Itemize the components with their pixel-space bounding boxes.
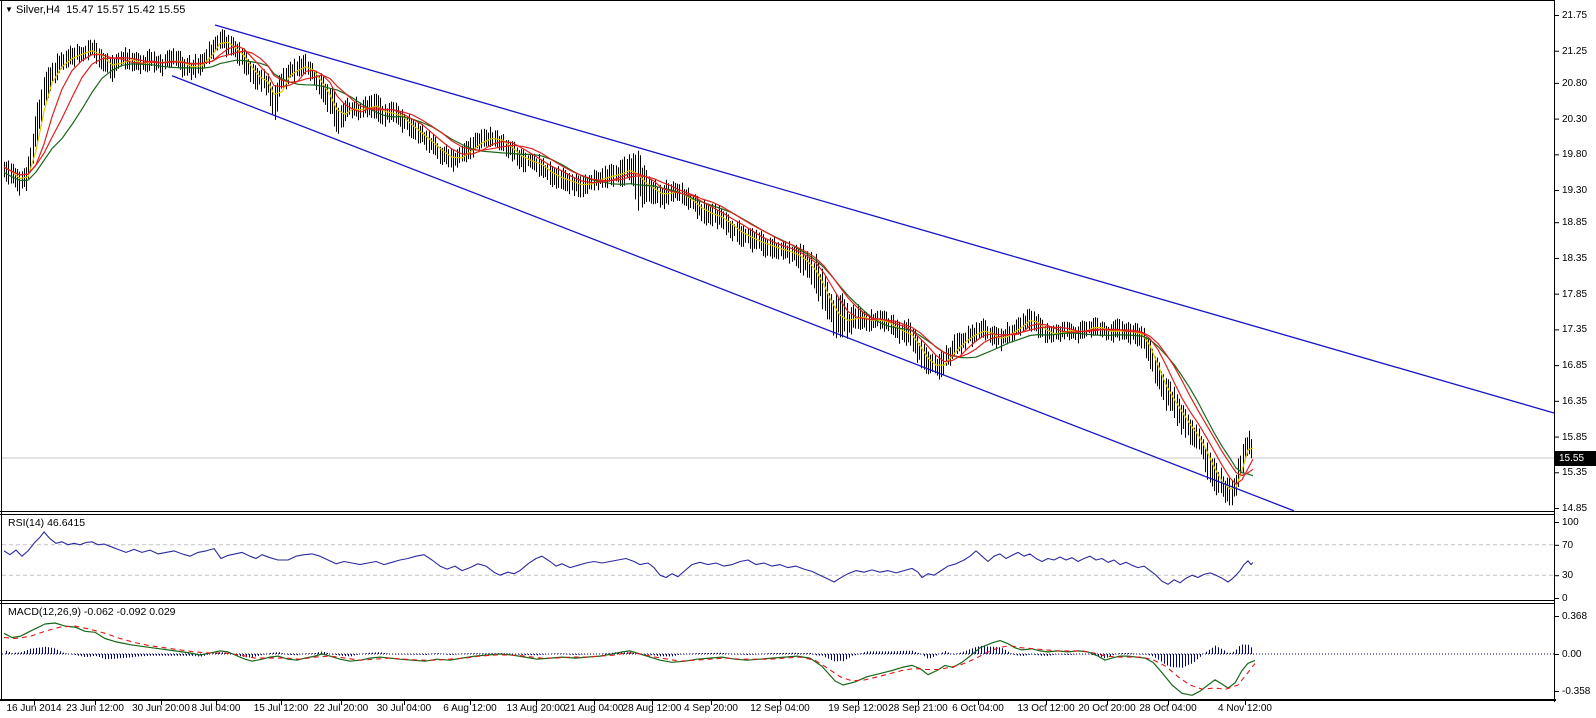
time-axis-label[interactable]: 4 Sep 20:00: [684, 703, 738, 714]
price-axis-label: 17.85: [1562, 288, 1588, 300]
macd-pane[interactable]: [2, 604, 1554, 699]
price-axis-label: 16.85: [1562, 360, 1588, 372]
price-axis-label: 20.80: [1562, 77, 1588, 89]
time-axis-label[interactable]: 20 Oct 20:00: [1078, 703, 1136, 714]
time-axis-label[interactable]: 16 Jun 2014: [6, 703, 62, 714]
macd-histogram: [6, 644, 1252, 668]
rsi-axis-label: 30: [1562, 570, 1574, 582]
price-axis-label: 18.35: [1562, 252, 1588, 264]
rsi-axis-label: 70: [1562, 539, 1574, 551]
price-axis-label: 14.85: [1562, 503, 1588, 514]
price-axis-label: 17.35: [1562, 324, 1588, 336]
time-axis-label[interactable]: 30 Jul 04:00: [376, 703, 432, 714]
time-axis-label[interactable]: 6 Oct 04:00: [952, 703, 1004, 714]
rsi-axis-label: 0: [1562, 593, 1568, 604]
price-axis-label: 20.30: [1562, 113, 1588, 125]
macd-indicator-label: MACD(12,26,9) -0.062 -0.092 0.029: [8, 606, 176, 618]
price-axis-label: 21.75: [1562, 10, 1588, 21]
channel-upper-line[interactable]: [214, 24, 1555, 414]
price-axis-label: 16.35: [1562, 395, 1588, 407]
time-axis-label[interactable]: 23 Jun 12:00: [66, 703, 124, 714]
symbol-dropdown-icon[interactable]: ▼: [5, 5, 13, 14]
time-axis-label[interactable]: 8 Jul 04:00: [191, 703, 241, 714]
rsi-line: [3, 531, 1254, 585]
symbol-quote-text: Silver,H4 15.47 15.57 15.42 15.55: [15, 4, 186, 16]
time-axis-label[interactable]: 21 Aug 04:00: [564, 703, 624, 714]
time-axis-border: [0, 699, 1556, 701]
macd-line: [3, 622, 1256, 696]
rsi-indicator-label: RSI(14) 46.6415: [8, 517, 86, 529]
rsi-pane[interactable]: [2, 515, 1554, 600]
price-axis-label: 21.25: [1562, 45, 1588, 57]
time-axis-label[interactable]: 4 Nov 12:00: [1218, 703, 1272, 714]
price-axis-label: 19.80: [1562, 149, 1588, 161]
time-axis-label[interactable]: 13 Oct 12:00: [1017, 703, 1075, 714]
time-axis-label[interactable]: 19 Sep 12:00: [828, 703, 888, 714]
time-axis-label[interactable]: 6 Aug 12:00: [443, 703, 497, 714]
time-axis-label[interactable]: 28 Sep 21:00: [888, 703, 948, 714]
macd-axis-label: 0.368: [1562, 610, 1588, 622]
price-axis-label: 15.85: [1562, 431, 1588, 443]
macd-axis-label: 0.00: [1562, 649, 1582, 660]
time-axis-label[interactable]: 15 Jul 12:00: [253, 703, 309, 714]
time-axis-label[interactable]: 28 Oct 04:00: [1139, 703, 1197, 714]
channel-lower-line[interactable]: [171, 75, 1295, 512]
time-axis-label[interactable]: 30 Jun 20:00: [132, 703, 190, 714]
ma-red-slow-line: [3, 50, 1254, 477]
price-axis-label: 19.30: [1562, 185, 1588, 197]
symbol-quote-line: ▼ Silver,H4 15.47 15.57 15.42 15.55: [5, 4, 185, 16]
time-axis-label[interactable]: 22 Jul 20:00: [313, 703, 369, 714]
price-axis-label: 15.35: [1562, 467, 1588, 479]
time-axis-label[interactable]: 28 Aug 12:00: [622, 703, 682, 714]
current-price-badge: 15.55: [1555, 451, 1596, 466]
ma-red-line: [3, 45, 1254, 485]
macd-axis-label: -0.358: [1562, 685, 1591, 697]
rsi-axis-label: 100: [1562, 517, 1579, 528]
time-axis-label[interactable]: 13 Aug 20:00: [506, 703, 566, 714]
time-axis-label[interactable]: 12 Sep 04:00: [750, 703, 810, 714]
macd-signal-line: [3, 625, 1256, 690]
price-axis-label: 18.85: [1562, 217, 1588, 229]
